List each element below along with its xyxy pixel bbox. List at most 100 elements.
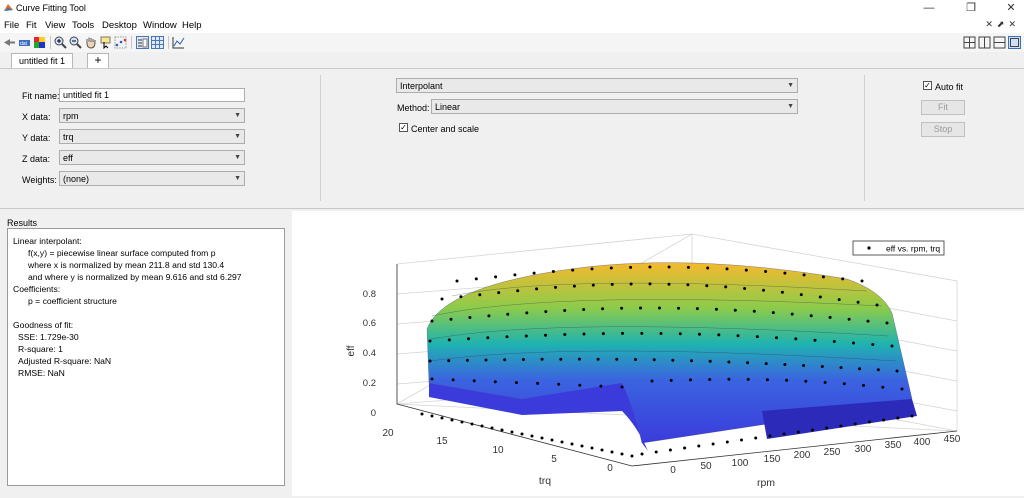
data-point	[841, 277, 845, 281]
window-title: Curve Fitting Tool	[16, 3, 86, 13]
menu-window[interactable]: Window	[143, 20, 177, 31]
data-point	[796, 430, 800, 434]
data-point	[862, 383, 865, 387]
trq-tick-label: 5	[551, 454, 557, 465]
layout-tiled-icon[interactable]	[963, 36, 976, 49]
legend-icon[interactable]	[136, 36, 149, 49]
menu-view[interactable]: View	[45, 20, 66, 31]
tab-untitled-fit-1[interactable]: untitled fit 1	[11, 53, 73, 68]
close-button[interactable]: ✕	[1006, 2, 1016, 14]
tab-bar	[0, 52, 1024, 69]
pan-hand-icon[interactable]	[84, 36, 97, 49]
data-point	[764, 362, 768, 366]
chevron-down-icon: ▼	[787, 82, 794, 89]
weights-value: (none)	[63, 174, 90, 184]
data-point	[708, 378, 712, 381]
data-point	[910, 414, 914, 418]
trq-tick-label: 0	[607, 463, 613, 474]
residuals-plot-icon[interactable]	[172, 36, 185, 49]
data-point	[640, 452, 644, 456]
arrow-back-icon[interactable]	[3, 36, 16, 49]
maximize-button[interactable]: ❐	[966, 2, 976, 14]
menu-file[interactable]: File	[4, 20, 20, 31]
data-point	[472, 379, 476, 383]
zoom-out-icon[interactable]	[69, 36, 82, 49]
data-point	[580, 444, 584, 448]
layout-single-icon[interactable]	[1008, 36, 1021, 49]
zoom-in-icon[interactable]	[54, 36, 67, 49]
data-point	[820, 365, 824, 368]
fit-button[interactable]: Fit	[921, 100, 965, 115]
center-scale-checkbox[interactable]: ✓	[399, 123, 408, 132]
rpm-tick-label: 0	[670, 465, 676, 476]
chevron-down-icon: ▼	[234, 175, 241, 182]
rpm-tick-label: 50	[700, 461, 712, 472]
menu-fit[interactable]: Fit	[26, 20, 37, 31]
colormap-icon[interactable]	[33, 36, 46, 49]
data-point	[590, 446, 594, 450]
docking-controls[interactable]: ✕⬈✕	[985, 19, 1020, 29]
surface-plot[interactable]: 0 0.2 0.4 0.6 0.8 20 15 10 5 0 0 50 100 …	[292, 211, 1024, 496]
exclude-outliers-icon[interactable]	[114, 36, 127, 49]
data-point	[630, 454, 634, 458]
legend[interactable]: eff vs. rpm, trq	[852, 240, 945, 256]
data-point	[743, 287, 747, 290]
data-point	[560, 440, 564, 444]
data-point	[832, 340, 836, 343]
data-point	[867, 420, 871, 424]
legend-marker	[867, 246, 871, 250]
svg-text:dat: dat	[20, 41, 28, 47]
fit-name-input[interactable]: untitled fit 1	[59, 88, 245, 102]
data-point	[621, 331, 624, 335]
rpm-tick-label: 450	[944, 434, 961, 445]
data-point	[695, 307, 699, 311]
results-line: Adjusted R-square: NaN	[18, 356, 112, 366]
data-point	[540, 436, 544, 440]
stop-button[interactable]: Stop	[921, 122, 965, 137]
data-point	[652, 358, 656, 362]
data-point	[881, 385, 885, 389]
y-data-select[interactable]: trq ▼	[59, 129, 245, 144]
data-point	[802, 273, 806, 277]
data-cursor-icon[interactable]	[99, 36, 112, 49]
data-point	[455, 279, 459, 283]
data-point	[582, 332, 586, 336]
method-select[interactable]: Linear ▼	[431, 99, 798, 114]
data-point	[535, 287, 539, 291]
menu-desktop[interactable]: Desktop	[102, 20, 137, 31]
data-point	[671, 358, 675, 362]
toolbar-separator	[131, 36, 132, 49]
data-point	[900, 387, 904, 391]
menu-help[interactable]: Help	[182, 20, 202, 31]
data-point	[467, 337, 470, 341]
data-point	[768, 434, 772, 438]
fit-type-select[interactable]: Interpolant ▼	[396, 78, 798, 93]
data-point	[678, 332, 682, 336]
z-data-label: Z data:	[22, 154, 51, 164]
data-point	[601, 307, 605, 311]
data-point	[648, 282, 652, 286]
grid-icon[interactable]	[151, 36, 164, 49]
add-tab-button[interactable]: +	[87, 53, 109, 68]
z-data-select[interactable]: eff ▼	[59, 150, 245, 165]
data-point	[486, 336, 490, 340]
layout-columns-icon[interactable]	[978, 36, 991, 49]
menu-tools[interactable]: Tools	[72, 20, 95, 31]
z-data-value: eff	[63, 153, 73, 163]
menu-bar: File Fit View Tools Desktop Window Help …	[0, 17, 1024, 33]
fit-name-label: Fit name:	[22, 91, 60, 101]
rpm-tick-label: 100	[732, 458, 749, 469]
auto-fit-checkbox[interactable]: ✓	[923, 81, 932, 90]
minimize-button[interactable]: —	[923, 2, 935, 14]
data-point	[725, 267, 729, 271]
chevron-down-icon: ▼	[787, 103, 794, 110]
data-point	[430, 319, 434, 323]
data-point	[804, 379, 808, 383]
layout-rows-icon[interactable]	[993, 36, 1006, 49]
weights-select[interactable]: (none) ▼	[59, 171, 245, 186]
x-data-select[interactable]: rpm ▼	[59, 108, 245, 123]
plot-area[interactable]: 0 0.2 0.4 0.6 0.8 20 15 10 5 0 0 50 100 …	[292, 211, 1024, 496]
data-icon[interactable]: dat	[18, 36, 31, 49]
data-point	[668, 448, 672, 452]
data-point	[470, 422, 474, 426]
